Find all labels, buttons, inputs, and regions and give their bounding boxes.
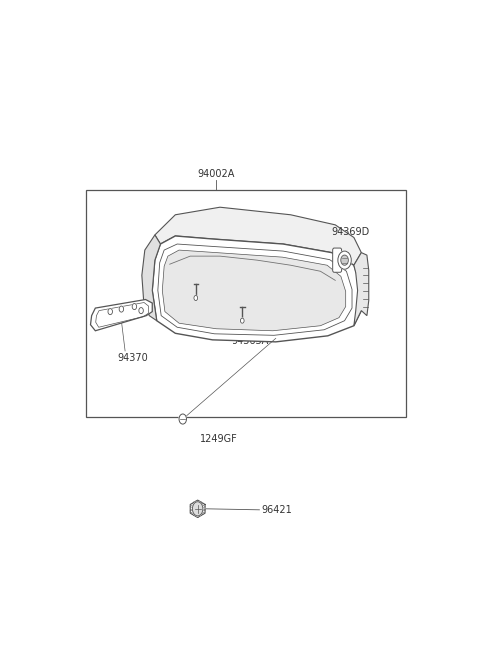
Circle shape <box>119 306 124 312</box>
Circle shape <box>338 251 351 269</box>
Circle shape <box>179 414 186 424</box>
Text: 94369D: 94369D <box>332 227 370 238</box>
Circle shape <box>108 309 112 314</box>
Text: 94363A: 94363A <box>231 336 268 346</box>
Polygon shape <box>142 235 160 321</box>
Polygon shape <box>91 299 152 331</box>
Text: 96421: 96421 <box>261 505 292 515</box>
Circle shape <box>194 295 198 301</box>
Circle shape <box>341 255 348 265</box>
Circle shape <box>132 303 137 310</box>
Circle shape <box>240 318 244 323</box>
Text: 1249GF: 1249GF <box>200 434 237 444</box>
Text: 94363A: 94363A <box>172 313 209 323</box>
Text: 94002A: 94002A <box>198 170 235 179</box>
Polygon shape <box>152 236 361 342</box>
Circle shape <box>192 502 203 516</box>
Polygon shape <box>190 500 205 517</box>
Text: 94370: 94370 <box>118 354 148 364</box>
Polygon shape <box>354 253 369 326</box>
Polygon shape <box>162 250 346 331</box>
FancyBboxPatch shape <box>333 248 342 272</box>
Circle shape <box>139 308 144 314</box>
Polygon shape <box>155 207 361 265</box>
